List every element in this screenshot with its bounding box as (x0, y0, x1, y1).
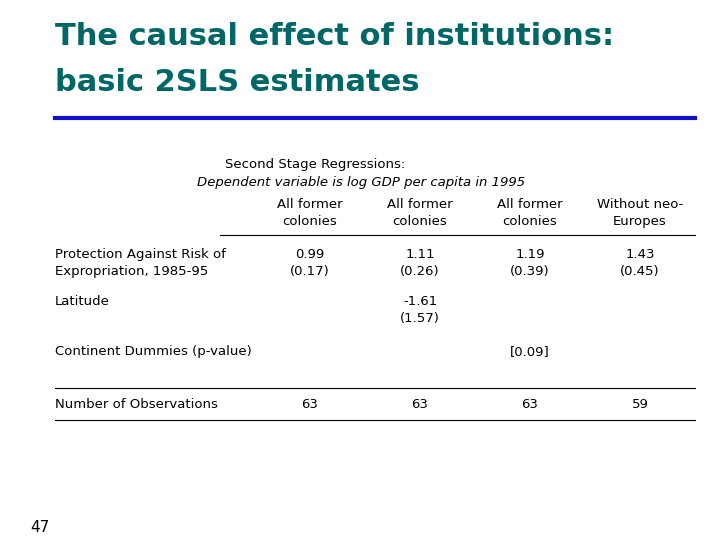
Text: The causal effect of institutions:: The causal effect of institutions: (55, 22, 614, 51)
Text: (1.57): (1.57) (400, 312, 440, 325)
Text: 63: 63 (521, 398, 539, 411)
Text: Second Stage Regressions:: Second Stage Regressions: (225, 158, 405, 171)
Text: 1.19: 1.19 (516, 248, 545, 261)
Text: 63: 63 (302, 398, 318, 411)
Text: (0.39): (0.39) (510, 265, 550, 278)
Text: Number of Observations: Number of Observations (55, 398, 218, 411)
Text: [0.09]: [0.09] (510, 345, 550, 358)
Text: All former: All former (387, 198, 453, 211)
Text: Dependent variable is log GDP per capita in 1995: Dependent variable is log GDP per capita… (197, 176, 525, 189)
Text: 59: 59 (631, 398, 649, 411)
Text: -1.61: -1.61 (403, 295, 437, 308)
Text: 63: 63 (412, 398, 428, 411)
Text: 47: 47 (30, 520, 49, 535)
Text: (0.17): (0.17) (290, 265, 330, 278)
Text: Latitude: Latitude (55, 295, 110, 308)
Text: Continent Dummies (p-value): Continent Dummies (p-value) (55, 345, 252, 358)
Text: 1.43: 1.43 (625, 248, 654, 261)
Text: Expropriation, 1985-95: Expropriation, 1985-95 (55, 265, 208, 278)
Text: (0.26): (0.26) (400, 265, 440, 278)
Text: Europes: Europes (613, 215, 667, 228)
Text: 0.99: 0.99 (295, 248, 325, 261)
Text: 1.11: 1.11 (405, 248, 435, 261)
Text: All former: All former (498, 198, 563, 211)
Text: All former: All former (277, 198, 343, 211)
Text: colonies: colonies (283, 215, 338, 228)
Text: colonies: colonies (392, 215, 447, 228)
Text: basic 2SLS estimates: basic 2SLS estimates (55, 68, 420, 97)
Text: (0.45): (0.45) (620, 265, 660, 278)
Text: Protection Against Risk of: Protection Against Risk of (55, 248, 226, 261)
Text: Without neo-: Without neo- (597, 198, 683, 211)
Text: colonies: colonies (503, 215, 557, 228)
